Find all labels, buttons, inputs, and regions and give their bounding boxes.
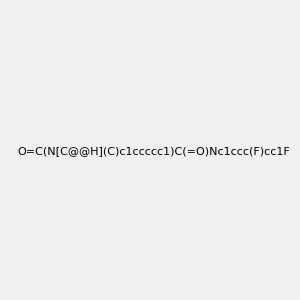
Text: O=C(N[C@@H](C)c1ccccc1)C(=O)Nc1ccc(F)cc1F: O=C(N[C@@H](C)c1ccccc1)C(=O)Nc1ccc(F)cc1… [17, 146, 290, 157]
